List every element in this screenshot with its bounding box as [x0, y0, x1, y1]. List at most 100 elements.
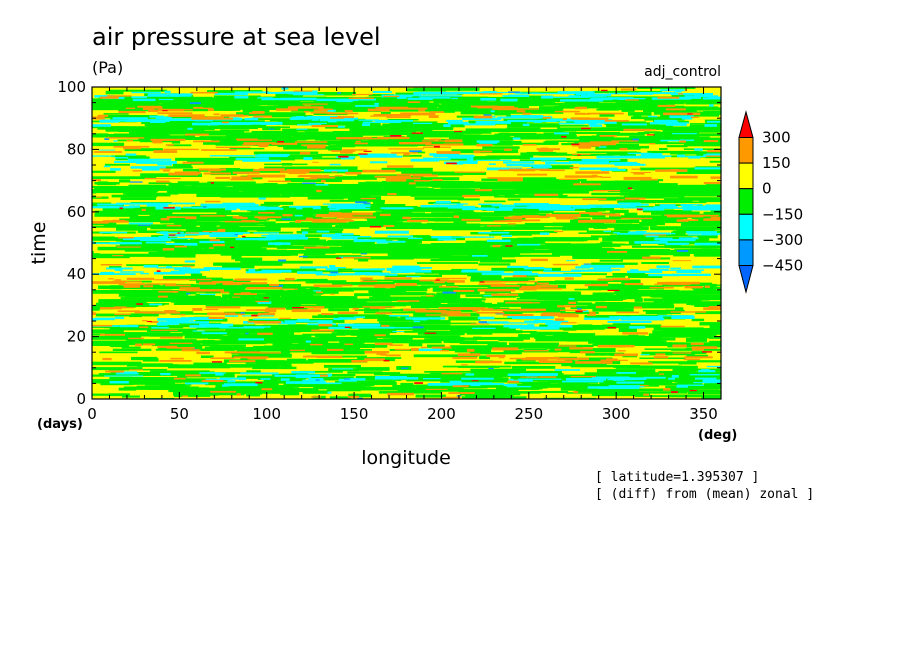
contour-band-green	[421, 300, 471, 303]
contour-band-green	[247, 339, 262, 343]
contour-band-green	[426, 344, 445, 348]
contour-band-green	[633, 145, 650, 149]
contour-band-orange	[162, 248, 175, 251]
contour-band-green	[637, 132, 650, 135]
contour-band-orange	[343, 256, 371, 259]
contour-band-red	[411, 132, 423, 134]
contour-band-blue	[129, 181, 143, 183]
contour-band-green	[645, 317, 686, 320]
contour-band-green	[519, 294, 582, 297]
contour-band-green	[250, 189, 322, 193]
contour-band-green	[246, 393, 260, 397]
contour-band-cyan	[345, 324, 353, 327]
contour-band-blue	[245, 332, 249, 335]
contour-band-orange	[159, 360, 192, 362]
contour-band-green	[328, 308, 350, 312]
contour-band-cyan	[481, 272, 504, 275]
contour-band-green	[339, 341, 365, 344]
contour-band-green	[283, 209, 352, 214]
contour-band-cyan	[354, 316, 365, 319]
contour-band-green	[449, 345, 492, 350]
contour-band-orange	[320, 374, 328, 377]
contour-band-green	[352, 97, 404, 101]
contour-band-green	[601, 107, 612, 110]
contour-band-orange	[276, 108, 298, 111]
contour-band-green	[554, 105, 573, 109]
colorbar-segment	[738, 239, 754, 266]
contour-band-green	[650, 226, 662, 230]
contour-band-orange	[420, 346, 428, 349]
contour-band-cyan	[376, 240, 388, 244]
contour-band-red	[607, 326, 616, 329]
contour-band-orange	[375, 312, 392, 315]
contour-band-orange	[512, 168, 536, 172]
contour-band-orange	[160, 218, 170, 221]
contour-band-orange	[612, 278, 631, 281]
contour-band-cyan	[538, 120, 559, 122]
contour-band-cyan	[125, 119, 170, 122]
contour-band-green	[486, 183, 541, 187]
contour-band-green	[446, 285, 524, 287]
contour-band-orange	[498, 356, 505, 359]
contour-band-cyan	[703, 154, 721, 157]
contour-band-cyan	[503, 161, 535, 164]
contour-band-green	[632, 245, 684, 248]
contour-band-cyan	[331, 237, 358, 240]
contour-band-cyan	[149, 303, 163, 306]
contour-band-green	[612, 121, 647, 125]
contour-band-green	[507, 136, 543, 140]
contour-band-green	[506, 127, 541, 131]
contour-band-green	[344, 207, 385, 211]
contour-band-orange	[129, 369, 143, 371]
contour-band-green	[590, 235, 645, 238]
contour-band-green	[413, 354, 478, 358]
contour-band-green	[503, 300, 578, 304]
contour-band-green	[498, 108, 562, 113]
contour-band-green	[239, 289, 284, 294]
contour-band-cyan	[443, 124, 451, 127]
contour-band-green	[336, 270, 364, 273]
contour-band-green	[307, 237, 320, 243]
contour-band-green	[619, 251, 659, 254]
contour-band-green	[245, 260, 313, 264]
contour-band-green	[460, 302, 492, 308]
contour-band-orange	[144, 311, 180, 314]
contour-band-orange	[559, 178, 578, 180]
contour-band-green	[628, 112, 652, 116]
contour-band-green	[93, 340, 169, 343]
contour-band-green	[298, 337, 377, 342]
contour-band-green	[375, 107, 407, 112]
contour-band-orange	[395, 283, 417, 286]
contour-band-green	[662, 296, 710, 301]
contour-band-cyan	[706, 153, 721, 155]
contour-band-cyan	[502, 322, 539, 324]
contour-band-cyan	[352, 268, 373, 271]
y-tick-label: 20	[67, 328, 86, 346]
contour-band-orange	[453, 215, 459, 219]
contour-band-orange	[403, 153, 410, 156]
contour-band-cyan	[676, 270, 702, 273]
contour-band-green	[354, 378, 402, 381]
contour-band-orange	[279, 317, 291, 319]
contour-band-green	[498, 249, 566, 252]
contour-band-orange	[253, 115, 273, 118]
contour-band-orange	[108, 220, 129, 223]
contour-band-cyan	[243, 326, 271, 328]
contour-band-green	[356, 367, 390, 371]
contour-band-cyan	[120, 371, 137, 374]
contour-band-cyan	[323, 169, 349, 172]
contour-band-green	[693, 288, 717, 291]
contour-band-orange	[425, 388, 448, 390]
contour-band-orange	[255, 300, 270, 303]
contour-band-orange	[168, 172, 198, 176]
contour-band-cyan	[191, 317, 223, 320]
contour-band-green	[565, 131, 620, 134]
contour-band-green	[204, 247, 235, 250]
contour-band-cyan	[478, 231, 510, 234]
contour-band-green	[644, 131, 661, 134]
contour-band-green	[383, 338, 401, 343]
contour-band-cyan	[170, 321, 209, 324]
contour-band-green	[534, 385, 590, 388]
contour-band-green	[370, 243, 446, 247]
contour-band-cyan	[540, 160, 556, 162]
